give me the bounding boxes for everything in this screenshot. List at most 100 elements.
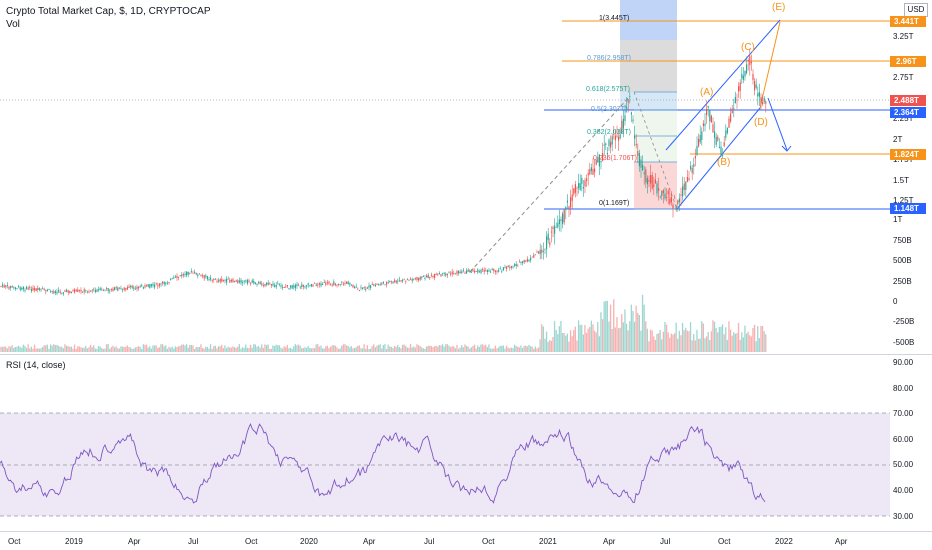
- volume-bar: [56, 344, 58, 352]
- candle-body: [139, 286, 141, 288]
- candle-body: [256, 284, 258, 285]
- channel-lower-line[interactable]: [676, 107, 761, 210]
- time-axis[interactable]: Oct 2019 Apr Jul Oct 2020 Apr Jul Oct 20…: [8, 537, 848, 546]
- wave-label-e: (E): [772, 2, 785, 13]
- candle-body: [58, 290, 60, 292]
- candle-body: [432, 276, 434, 278]
- candle-body: [683, 183, 685, 190]
- volume-bar: [73, 344, 76, 352]
- volume-bar: [493, 348, 495, 352]
- volume-bar: [470, 347, 472, 352]
- candle-body: [381, 283, 383, 285]
- candle-body: [506, 266, 508, 269]
- candle-body: [368, 285, 370, 288]
- candle-body: [627, 99, 629, 103]
- volume-bar: [43, 345, 45, 352]
- volume-bar: [176, 346, 178, 352]
- candle-body: [747, 59, 749, 61]
- candle-body: [235, 280, 237, 282]
- down-projection-arrow: [767, 97, 788, 151]
- candle-body: [570, 197, 572, 208]
- candle-body: [126, 287, 128, 290]
- volume-bar: [725, 327, 727, 352]
- highlight-column-top: [620, 0, 677, 40]
- candle-body: [19, 287, 21, 290]
- volume-bar: [99, 346, 101, 352]
- candle-body: [701, 131, 703, 141]
- candle-body: [376, 284, 378, 285]
- volume-bar: [253, 344, 255, 352]
- volume-bar: [112, 345, 114, 352]
- volume-bar: [600, 312, 602, 352]
- candle-body: [597, 157, 599, 163]
- candle-body: [346, 281, 348, 284]
- volume-bar: [21, 347, 23, 352]
- volume-bar: [365, 348, 367, 352]
- fib-zone-red: [634, 162, 677, 209]
- candle-body: [162, 281, 164, 284]
- time-tick: Apr: [603, 537, 616, 546]
- volume-bar: [681, 322, 684, 352]
- volume-bar: [693, 334, 695, 352]
- volume-bar: [648, 341, 650, 352]
- volume-bar: [757, 326, 759, 352]
- fib-retracement[interactable]: [634, 91, 677, 210]
- candle-body: [635, 144, 637, 146]
- volume-bar: [115, 346, 117, 352]
- volume-bar: [555, 329, 557, 352]
- volume-bar: [531, 346, 533, 352]
- volume-bar: [357, 345, 359, 352]
- volume-bar: [385, 348, 388, 352]
- candle-body: [384, 284, 386, 286]
- candle-body: [651, 175, 653, 189]
- volume-bar: [125, 346, 127, 352]
- volume-bar: [473, 344, 476, 352]
- candle-body: [182, 274, 184, 276]
- candle-body: [251, 280, 253, 283]
- candle-body: [637, 151, 639, 156]
- candle-body: [653, 184, 655, 187]
- candle-body: [88, 291, 90, 293]
- candle-body: [147, 284, 149, 287]
- volume-bar: [405, 345, 407, 352]
- channel-upper-line[interactable]: [665, 19, 781, 151]
- wave-label-d: (D): [754, 117, 768, 128]
- volume-bar: [414, 347, 416, 352]
- candle-body: [104, 289, 106, 291]
- candle-body: [578, 183, 580, 189]
- price-axis[interactable]: 3.25T 3T 2.75T 2.25T 2T 1.75T 1.5T 1.25T…: [893, 32, 914, 347]
- volume-bar: [550, 340, 552, 352]
- candle-body: [214, 278, 216, 280]
- candle-body: [130, 285, 132, 288]
- volume-bar: [195, 346, 197, 352]
- candle-body: [413, 278, 415, 280]
- volume-bar: [637, 312, 639, 352]
- candle-body: [253, 280, 255, 284]
- rsi-line: [0, 422, 766, 504]
- volume-bar: [371, 346, 373, 352]
- volume-bar: [107, 344, 109, 352]
- candle-body: [370, 285, 372, 288]
- candle-body: [414, 278, 416, 279]
- candle-body: [526, 259, 528, 262]
- volume-bar: [523, 345, 525, 352]
- candle-body: [328, 281, 330, 284]
- fib-label-0618: 0.618(2.575T): [586, 86, 630, 93]
- rsi-band: [0, 413, 890, 516]
- volume-bar: [694, 340, 696, 352]
- candle-body: [680, 194, 682, 196]
- volume-bar: [113, 347, 116, 352]
- candle-body: [210, 277, 212, 280]
- volume-bar: [590, 320, 592, 352]
- candle-body: [411, 279, 413, 281]
- rsi-axis[interactable]: 90.00 80.00 70.00 60.00 50.00 40.00 30.0…: [893, 358, 914, 521]
- candle-body: [128, 286, 130, 288]
- candle-body: [30, 288, 32, 292]
- volume-bar: [301, 348, 303, 352]
- volume-bar: [701, 321, 703, 352]
- volume-bar: [422, 348, 424, 352]
- volume-bar: [581, 324, 583, 352]
- volume-bar: [552, 337, 554, 352]
- volume-bar: [643, 304, 645, 352]
